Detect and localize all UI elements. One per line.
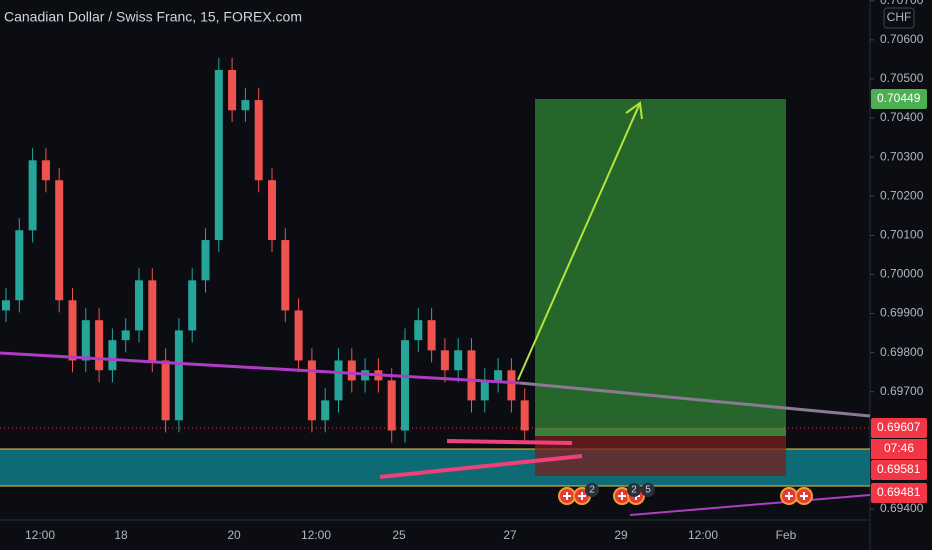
event-cross	[785, 492, 793, 500]
y-tick-label: 0.70400	[880, 110, 924, 124]
price-label-bg	[871, 483, 927, 503]
y-tick-label: 0.69700	[880, 384, 924, 398]
price-label: 0.69607	[877, 420, 921, 434]
candle-body	[414, 320, 423, 341]
price-label-bg	[871, 460, 927, 480]
countdown: 07:46	[884, 441, 914, 455]
candle-body	[135, 280, 143, 331]
x-tick-label: 20	[227, 528, 241, 542]
trendline	[519, 381, 871, 418]
candle-body	[454, 350, 463, 371]
arrow-head	[625, 101, 643, 120]
price-label-bg	[871, 89, 927, 109]
candle-body	[188, 280, 197, 331]
candle-body	[321, 400, 330, 421]
candle-body	[268, 180, 276, 241]
y-tick-label: 0.70200	[880, 188, 924, 202]
candle-body	[55, 180, 64, 301]
candle-body	[494, 370, 503, 381]
candle-body	[41, 160, 50, 181]
x-tick-label: 27	[503, 528, 517, 542]
trendline	[0, 351, 521, 385]
candle-body	[201, 240, 210, 281]
candle-body	[241, 100, 250, 111]
candle-body	[28, 160, 37, 231]
event-badge-bg	[585, 483, 599, 497]
event-badge: 2	[589, 485, 595, 496]
price-label-bg	[871, 418, 927, 438]
y-tick-label: 0.70300	[880, 149, 924, 163]
target-arrow	[517, 102, 641, 381]
candle-body	[294, 310, 303, 361]
candle-body	[148, 280, 157, 361]
currency: CHF	[887, 10, 912, 24]
event-cross	[578, 492, 586, 500]
price-axis: 0.70700 0.70600 0.70500 0.70400 0.70300 0.702…	[870, 0, 927, 515]
candle-body	[480, 380, 489, 401]
x-tick-label: 12:00	[688, 528, 718, 542]
price-label: 0.70449	[877, 91, 921, 105]
y-tick-label: 0.70100	[880, 228, 924, 242]
candle-body	[281, 240, 290, 311]
y-tick-label: 0.70700	[880, 0, 924, 7]
x-tick-label: 25	[392, 528, 406, 542]
countdown-bg	[871, 439, 927, 459]
y-tick-label: 0.70000	[880, 267, 924, 281]
candle-body	[108, 340, 117, 371]
candle-body	[15, 230, 24, 301]
event-cross	[618, 492, 626, 500]
x-tick-label: 18	[114, 528, 128, 542]
candle-body	[387, 380, 396, 431]
candle-body	[214, 69, 223, 241]
candle-body	[254, 100, 263, 181]
x-tick-label: 12:00	[25, 528, 55, 542]
profit-zone	[535, 99, 786, 428]
event-badge: 5	[645, 485, 651, 496]
x-tick-label: 12:00	[301, 528, 331, 542]
y-tick-label: 0.70600	[880, 32, 924, 46]
candle-body	[307, 360, 316, 421]
candle-body	[174, 330, 183, 421]
price-label: 0.69481	[877, 485, 921, 499]
candle-body	[401, 340, 409, 431]
entry-band	[535, 428, 786, 436]
candle-body	[161, 360, 170, 421]
candle-body	[440, 350, 449, 371]
candle-body	[228, 69, 237, 111]
support-line	[379, 454, 583, 479]
candle-body	[68, 300, 77, 361]
candle-body	[520, 400, 529, 431]
y-tick-label: 0.69900	[880, 306, 924, 320]
y-tick-label: 0.70500	[880, 71, 924, 85]
support-line	[446, 439, 573, 445]
candle-body	[427, 320, 436, 351]
candle-body	[334, 360, 343, 401]
price-label: 0.69581	[877, 462, 921, 476]
candle-body	[507, 370, 516, 401]
candle-body	[81, 320, 90, 361]
currency-box	[883, 7, 915, 29]
candle-body	[467, 350, 476, 401]
event-badge: 2	[631, 485, 637, 496]
event-badge-bg	[627, 483, 641, 497]
chart-title: Canadian Dollar / Swiss Franc, 15, FOREX…	[4, 9, 302, 25]
overlays	[0, 101, 871, 516]
trendline	[629, 494, 871, 516]
event-badge-bg	[641, 483, 655, 497]
candle-body	[121, 330, 130, 341]
candle-body	[2, 300, 10, 311]
y-tick-label: 0.69800	[880, 345, 924, 359]
event-cross	[800, 492, 808, 500]
candle-body	[95, 320, 104, 371]
x-tick-label: Feb	[776, 528, 797, 542]
x-tick-label: 29	[614, 528, 628, 542]
candle-body	[347, 360, 356, 381]
candles	[2, 57, 529, 443]
event-cross	[563, 492, 571, 500]
y-tick-label: 0.69400	[880, 501, 924, 515]
